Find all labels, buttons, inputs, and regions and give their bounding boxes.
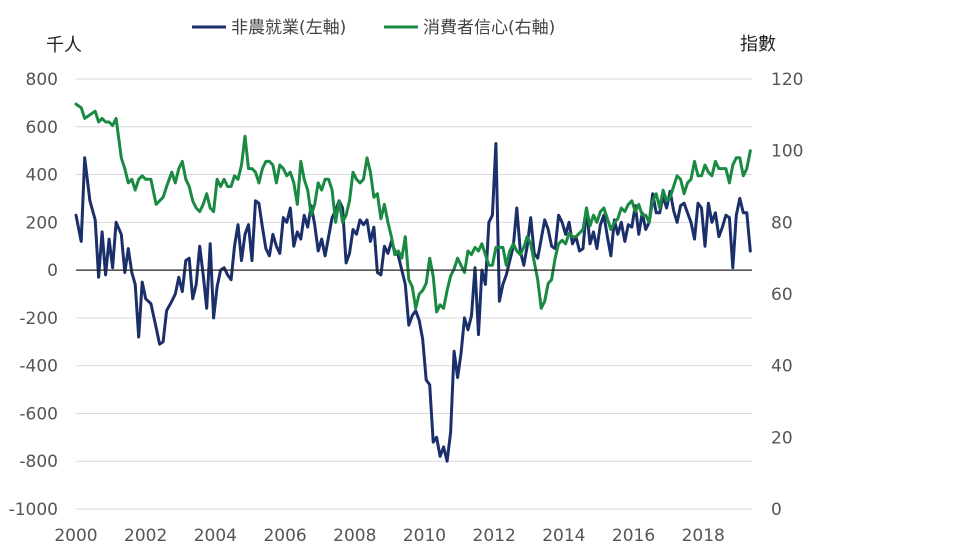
series-nonfarm-line bbox=[74, 142, 752, 463]
right-tick-label: 100 bbox=[771, 142, 803, 162]
legend: 非農就業(左軸) 消費者信心(右軸) bbox=[192, 18, 555, 38]
left-tick-label: -600 bbox=[19, 404, 58, 424]
x-tick-label: 2010 bbox=[403, 526, 446, 546]
right-tick-label: 60 bbox=[771, 285, 793, 305]
x-tick-label: 2012 bbox=[473, 526, 516, 546]
right-tick-label: 120 bbox=[771, 70, 803, 90]
x-tick-label: 2008 bbox=[333, 526, 376, 546]
left-tick-label: 400 bbox=[26, 166, 58, 186]
right-axis-unit: 指數 bbox=[740, 34, 776, 55]
left-tick-label: 800 bbox=[26, 70, 58, 90]
x-tick-label: 2004 bbox=[194, 526, 237, 546]
left-axis-unit: 千人 bbox=[46, 35, 82, 56]
left-tick-label: 0 bbox=[47, 261, 58, 281]
plot-area bbox=[74, 102, 752, 463]
left-tick-label: 600 bbox=[26, 118, 58, 138]
x-tick-label: 2016 bbox=[612, 526, 655, 546]
right-tick-label: 40 bbox=[771, 357, 793, 377]
legend-label-nonfarm: 非農就業(左軸) bbox=[231, 18, 346, 38]
left-tick-label: -200 bbox=[19, 309, 58, 329]
x-tick-label: 2018 bbox=[682, 526, 725, 546]
x-tick-label: 2014 bbox=[542, 526, 585, 546]
right-tick-label: 80 bbox=[771, 213, 793, 233]
right-axis: 120 100 80 60 40 20 0 bbox=[771, 70, 803, 520]
gridlines bbox=[76, 78, 752, 510]
legend-label-confidence: 消費者信心(右軸) bbox=[423, 18, 555, 38]
left-axis: 800 600 400 200 0 -200 -400 -600 -800 -1000 bbox=[9, 70, 58, 520]
left-tick-label: -400 bbox=[19, 357, 58, 377]
x-tick-label: 2000 bbox=[54, 526, 97, 546]
x-axis: 2000 2002 2004 2006 2008 2010 2012 2014 2016 2018 bbox=[54, 526, 724, 546]
left-tick-label: 200 bbox=[26, 213, 58, 233]
x-tick-label: 2002 bbox=[124, 526, 167, 546]
x-tick-label: 2006 bbox=[263, 526, 306, 546]
right-tick-label: 20 bbox=[771, 428, 793, 448]
left-tick-label: -1000 bbox=[9, 500, 58, 520]
series-confidence-line bbox=[74, 102, 752, 314]
left-tick-label: -800 bbox=[19, 452, 58, 472]
right-tick-label: 0 bbox=[771, 500, 782, 520]
